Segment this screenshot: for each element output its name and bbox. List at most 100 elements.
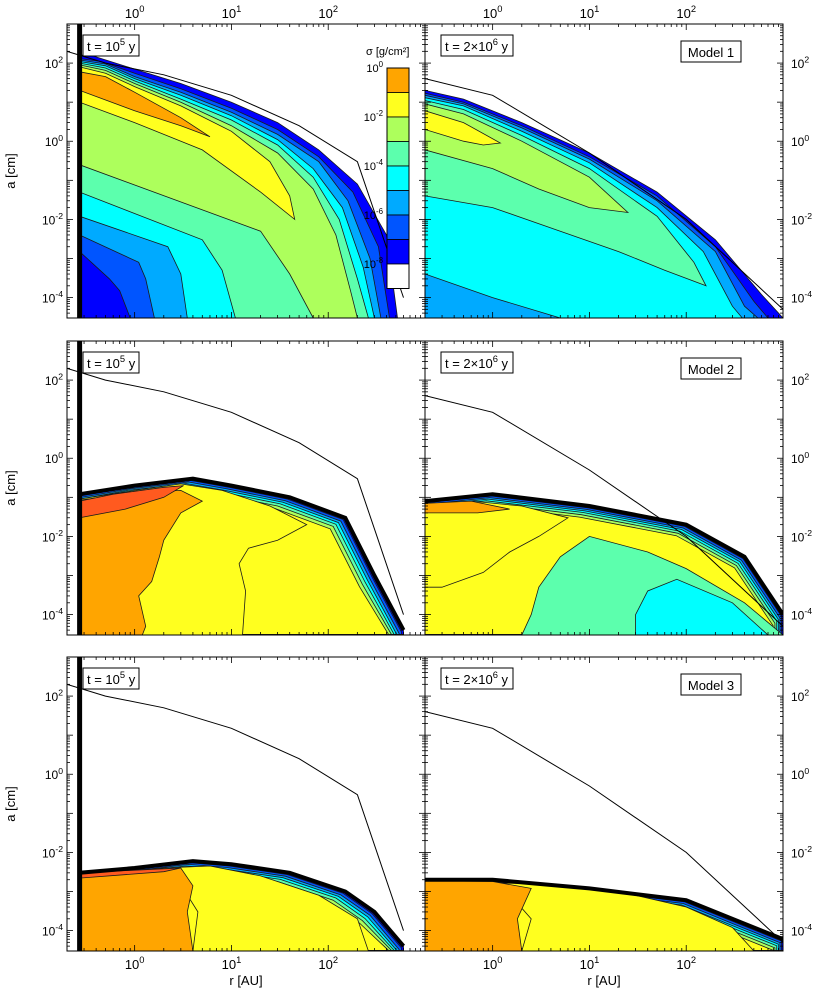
y-tick-label-base: 10 (45, 57, 59, 71)
colorbar-tick-label-exp: -8 (376, 256, 384, 265)
plot-area (425, 78, 783, 318)
inner-edge-wall (77, 341, 83, 635)
colorbar-swatch (386, 67, 410, 93)
model-label-box (680, 40, 742, 63)
x-tick-label: 100 (125, 955, 145, 972)
y-tick-label-right-base: 10 (791, 609, 805, 623)
y-tick-label-right-exp: 0 (804, 133, 809, 143)
colorbar-tick-label-exp: -4 (376, 158, 384, 167)
y-tick-label-right-exp: 2 (804, 55, 809, 65)
x-tick-label-top-exp: 1 (594, 4, 599, 14)
y-tick-label-right: 102 (791, 372, 809, 388)
y-tick-label-right-exp: -2 (804, 211, 812, 221)
y-tick-label: 10-4 (42, 922, 63, 938)
x-tick-label-top-exp: 0 (497, 4, 502, 14)
time-label-exp: 5 (120, 670, 125, 680)
x-tick-label-top-exp: 2 (691, 4, 696, 14)
y-tick-label: 10-2 (42, 211, 63, 227)
time-label-box (82, 34, 140, 57)
y-tick-label-base: 10 (45, 135, 59, 149)
y-tick-label-right-exp: -4 (804, 606, 812, 616)
contour-band-3 (425, 500, 510, 514)
dust-front-edge (79, 476, 406, 632)
time-label-exp: 5 (120, 354, 125, 364)
colorbar-swatch (386, 214, 410, 240)
x-tick-label-top-base: 10 (125, 6, 139, 21)
colorbar-swatch (386, 190, 410, 216)
x-tick-label-base: 10 (125, 957, 139, 972)
x-tick-label-top: 100 (125, 4, 145, 21)
y-tick-label: 100 (45, 133, 63, 149)
time-label-post: y (498, 672, 509, 687)
x-tick-label-exp: 1 (236, 955, 241, 965)
y-tick-label-exp: 0 (58, 450, 63, 460)
colorbar-frame (386, 67, 410, 289)
y-tick-label-right-base: 10 (791, 768, 805, 782)
inner-edge-wall (77, 657, 83, 951)
time-label-exp: 6 (493, 354, 498, 364)
max-size-curve (425, 711, 783, 943)
inner-edge-wall (77, 24, 83, 318)
y-tick-label-base: 10 (42, 213, 56, 227)
y-tick-label-right: 10-2 (791, 211, 812, 227)
colorbar-tick-label-base: 10 (364, 161, 376, 173)
y-tick-label-right-base: 10 (791, 213, 805, 227)
y-tick-label-right: 10-2 (791, 528, 812, 544)
colorbar-tick-label-exp: -6 (376, 207, 384, 216)
y-tick-label-exp: -4 (55, 289, 63, 299)
y-tick-label-right: 100 (791, 450, 809, 466)
panel-frame (424, 340, 784, 636)
colorbar-tick-label-base: 10 (366, 63, 378, 75)
plot-area (425, 395, 783, 635)
time-label: t = 105 y (87, 354, 136, 371)
y-tick-label-base: 10 (42, 609, 56, 623)
y-tick-label-right-base: 10 (791, 452, 805, 466)
x-tick-label-exp: 2 (333, 955, 338, 965)
x-tick-label: 101 (222, 955, 242, 972)
x-tick-label-exp: 2 (691, 955, 696, 965)
y-tick-label: 10-2 (42, 528, 63, 544)
y-tick-label-right: 102 (791, 55, 809, 71)
time-label-post: y (125, 39, 136, 54)
x-axis-label: r [AU] (587, 973, 620, 988)
time-label-box (440, 351, 514, 374)
time-label-pre: t = 10 (87, 356, 120, 371)
x-tick-label-top-base: 10 (222, 6, 236, 21)
x-tick-label-base: 10 (222, 957, 236, 972)
time-label-exp: 6 (493, 670, 498, 680)
y-tick-label: 10-2 (42, 844, 63, 860)
y-tick-label-right-exp: -4 (804, 289, 812, 299)
y-tick-label-base: 10 (42, 292, 56, 306)
y-tick-label-right-exp: 0 (804, 450, 809, 460)
plot-area (67, 657, 406, 951)
y-tick-label-base: 10 (45, 452, 59, 466)
y-tick-label: 10-4 (42, 289, 63, 305)
time-label: t = 105 y (87, 37, 136, 54)
y-tick-label-base: 10 (45, 374, 59, 388)
colorbar-swatch (386, 239, 410, 265)
y-tick-label-right-base: 10 (791, 530, 805, 544)
y-tick-label-base: 10 (42, 530, 56, 544)
y-tick-label-right: 10-4 (791, 922, 812, 938)
colorbar-swatch (386, 263, 410, 289)
time-label-pre: t = 2×10 (445, 672, 493, 687)
x-tick-label-top: 100 (483, 4, 503, 21)
time-label: t = 2×106 y (445, 37, 509, 54)
x-tick-label-top: 102 (676, 4, 696, 21)
y-tick-label-exp: 2 (58, 688, 63, 698)
model-label-box (680, 673, 742, 696)
y-tick-label-right-base: 10 (791, 690, 805, 704)
y-tick-label-exp: 0 (58, 766, 63, 776)
time-label-pre: t = 10 (87, 39, 120, 54)
x-tick-label-exp: 1 (594, 955, 599, 965)
max-size-curve (67, 683, 404, 931)
contour-band-2 (425, 500, 569, 588)
